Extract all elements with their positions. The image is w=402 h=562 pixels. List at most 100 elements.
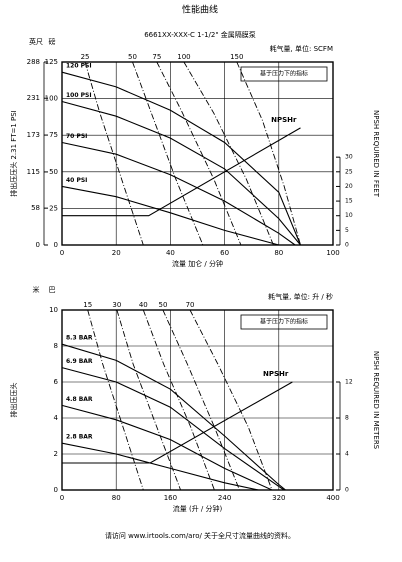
y-tick-label: 25: [49, 204, 58, 212]
y-tick-label: 6: [54, 378, 59, 386]
air-curve: [142, 309, 215, 491]
y-tick-label: 50: [49, 168, 58, 176]
x-tick-label: 0: [60, 249, 64, 257]
air-tick-label: 15: [83, 301, 92, 309]
y-outer-tick-label: 173: [27, 131, 40, 139]
y2-tick-label: 25: [345, 168, 353, 175]
air-tick-label: 75: [152, 53, 161, 61]
y2-tick-label: 0: [345, 242, 349, 249]
y2-tick-label: 10: [345, 212, 353, 219]
pressure-curve: [61, 442, 259, 491]
y-unit: 巴: [49, 286, 56, 294]
y2-tick-label: 8: [345, 415, 349, 422]
x-tick-label: 40: [166, 249, 175, 257]
pressure-label: 2.8 BAR: [66, 434, 93, 441]
x-tick-label: 320: [272, 494, 285, 502]
x-axis-title: 流量 (升 / 分钟): [173, 504, 223, 513]
air-label: 耗气量, 单位: SCFM: [270, 44, 333, 53]
y-axis-title: 排出压压头: [9, 383, 18, 418]
pressure-label: 8.3 BAR: [66, 335, 93, 342]
x-tick-label: 20: [112, 249, 121, 257]
air-curve: [183, 61, 274, 246]
x-axis-title: 流量 加仑 / 分钟: [172, 259, 223, 268]
pressure-curve: [61, 100, 301, 246]
pressure-label: 4.8 BAR: [66, 396, 93, 403]
y-tick-label: 0: [54, 241, 58, 249]
footer: 请访问 www.irtools.com/aro/ 关于全尺寸流量曲线的资料。: [105, 531, 295, 540]
y2-axis-title: NPSH REQUIRED IN FEET: [372, 110, 380, 198]
x-tick-label: 80: [112, 494, 121, 502]
legend-box: [240, 66, 328, 82]
npsh-label: NPSHr: [263, 370, 289, 378]
air-tick-label: 100: [177, 53, 190, 61]
pressure-curve: [61, 404, 273, 491]
y2-axis-title: NPSH REQUIRED IN METERS: [372, 351, 380, 450]
pressure-curve: [61, 141, 296, 246]
pressure-label: 100 PSI: [66, 92, 92, 99]
air-curve: [156, 61, 242, 246]
y2-tick-label: 15: [345, 198, 353, 205]
pressure-label: 70 PSI: [66, 133, 87, 140]
air-curve: [116, 309, 182, 491]
pressure-label: 120 PSI: [66, 63, 92, 70]
air-curve: [132, 61, 204, 246]
legend-box-text: 基于压力下的指标: [260, 318, 308, 326]
pressure-curve: [61, 185, 279, 246]
y-tick-label: 8: [54, 342, 58, 350]
air-curve: [189, 309, 273, 491]
y2-tick-label: 30: [345, 154, 353, 161]
y-tick-label: 10: [49, 306, 58, 314]
legend-box-text: 基于压力下的指标: [260, 70, 308, 78]
air-tick-label: 25: [81, 53, 90, 61]
x-tick-label: 100: [326, 249, 339, 257]
pressure-curve: [61, 367, 285, 491]
y-tick-label: 2: [54, 450, 58, 458]
air-label: 耗气量, 单位: 升 / 秒: [268, 292, 333, 301]
air-curve: [87, 309, 144, 491]
air-tick-label: 150: [230, 53, 243, 61]
pressure-curve: [61, 71, 302, 246]
y-outer-tick-label: 0: [36, 241, 40, 249]
y-outer-tick-label: 115: [27, 168, 40, 176]
air-curve: [236, 61, 301, 246]
x-tick-label: 400: [326, 494, 339, 502]
air-tick-label: 50: [128, 53, 137, 61]
x-tick-label: 80: [274, 249, 283, 257]
y2-tick-label: 12: [345, 379, 353, 386]
y-outer-tick-label: 288: [27, 58, 40, 66]
y-tick-label: 4: [54, 414, 59, 422]
pressure-curve: [62, 127, 301, 217]
y2-tick-label: 0: [345, 487, 349, 494]
page-title: 性能曲线: [182, 4, 218, 16]
y-tick-label: 0: [54, 486, 58, 494]
pressure-curve: [61, 343, 286, 491]
y2-tick-label: 4: [345, 451, 349, 458]
y2-tick-label: 20: [345, 183, 353, 190]
y-tick-label: 100: [45, 95, 58, 103]
y-outer-tick-label: 58: [31, 204, 40, 212]
air-tick-label: 70: [186, 301, 195, 309]
x-tick-label: 60: [220, 249, 229, 257]
y2-tick-label: 5: [345, 227, 349, 234]
y-unit: 磅: [49, 37, 56, 46]
y-outer-tick-label: 231: [27, 94, 40, 102]
y-tick-label: 125: [45, 58, 58, 66]
air-tick-label: 30: [112, 301, 121, 309]
pressure-label: 6.9 BAR: [66, 358, 93, 365]
x-tick-label: 240: [218, 494, 231, 502]
subtitle: 6661XX-XXX-C 1-1/2" 金属隔膜泵: [144, 30, 256, 39]
air-tick-label: 50: [158, 301, 167, 309]
air-curve: [162, 309, 240, 491]
air-curve: [84, 61, 144, 246]
x-tick-label: 0: [60, 494, 64, 502]
y-outer-unit: 英尺: [29, 37, 43, 46]
air-tick-label: 40: [139, 301, 148, 309]
y-axis-title: 排出压压头 2.31 FT=1 PSI: [9, 110, 18, 197]
y-tick-label: 75: [49, 131, 58, 139]
legend-box: [240, 314, 328, 330]
x-tick-label: 160: [164, 494, 177, 502]
pressure-label: 40 PSI: [66, 177, 87, 184]
y-outer-unit: 米: [33, 285, 40, 294]
npsh-label: NPSHr: [271, 116, 297, 124]
